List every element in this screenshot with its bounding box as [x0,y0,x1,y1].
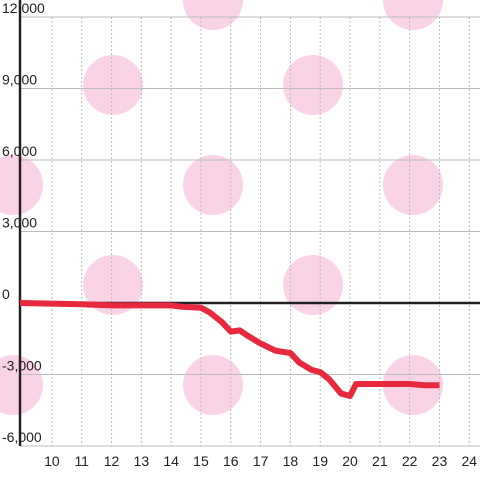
x-tick-label: 11 [74,453,89,469]
x-tick-label: 20 [342,453,358,469]
y-tick-label: 0 [2,286,10,302]
x-tick-label: 19 [312,453,328,469]
x-tick-label: 16 [223,453,239,469]
y-tick-label: 12,000 [2,0,45,16]
x-tick-label: 10 [44,453,60,469]
y-tick-label: -3,000 [2,358,42,374]
watermarks [0,0,443,415]
y-tick-label: -6,000 [2,429,42,445]
x-tick-label: 12 [104,453,120,469]
x-tick-label: 24 [461,453,477,469]
data-line [19,300,440,399]
x-tick-label: 15 [193,453,209,469]
x-tick-label: 22 [402,453,418,469]
x-tick-label: 14 [163,453,179,469]
x-tick-label: 23 [432,453,448,469]
x-tick-label: 17 [253,453,269,469]
x-tick-label: 18 [283,453,299,469]
x-tick-label: 13 [134,453,150,469]
x-tick-label: 21 [372,453,388,469]
